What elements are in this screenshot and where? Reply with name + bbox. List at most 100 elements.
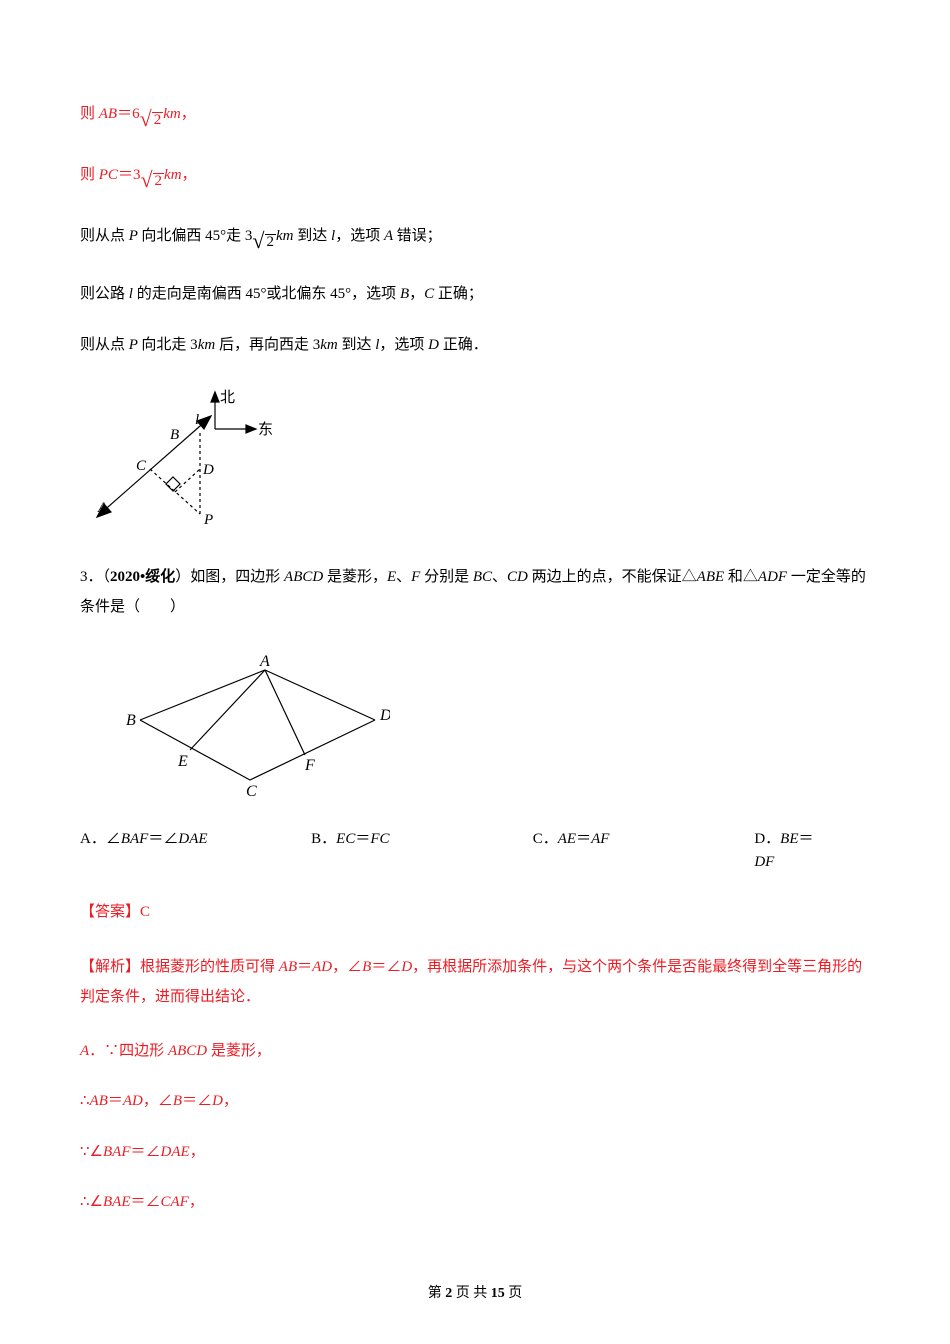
var: BC bbox=[473, 569, 492, 585]
unit: km bbox=[164, 167, 182, 183]
option-c: C．AE＝AF bbox=[533, 828, 755, 873]
var: DAE bbox=[178, 831, 207, 847]
text: 分别是 bbox=[424, 569, 473, 585]
text: 两边上的点，不能保证△ bbox=[532, 569, 697, 585]
text: 是菱形， bbox=[211, 1043, 271, 1059]
diagram-compass: 北 东 A B C D P l bbox=[80, 384, 870, 534]
page-footer: 第 2 页 共 15 页 bbox=[0, 1283, 950, 1304]
text: ，∠ bbox=[332, 959, 362, 975]
var: EC bbox=[336, 831, 355, 847]
option-a: A．∠BAF＝∠DAE bbox=[80, 828, 311, 873]
var: AF bbox=[591, 831, 609, 847]
text: 则公路 bbox=[80, 286, 129, 302]
text: ＝ bbox=[108, 1093, 123, 1109]
answer-line: 【答案】C bbox=[80, 901, 870, 924]
answer-options: A．∠BAF＝∠DAE B．EC＝FC C．AE＝AF D．BE＝DF bbox=[80, 828, 870, 873]
var: AE bbox=[558, 831, 576, 847]
text: ．∵四边形 bbox=[89, 1043, 168, 1059]
text: C． bbox=[533, 831, 558, 847]
text: 正确； bbox=[438, 286, 483, 302]
text: ， bbox=[409, 286, 424, 302]
option-d: D．BE＝DF bbox=[754, 828, 870, 873]
text: 和△ bbox=[728, 569, 758, 585]
question-3: 3．（2020•绥化）如图，四边形 ABCD 是菱形，E、F 分别是 BC、CD… bbox=[80, 562, 870, 622]
var: D bbox=[212, 1093, 223, 1109]
var: l bbox=[129, 286, 137, 302]
text: 页 bbox=[505, 1286, 523, 1301]
line-option-d: 则从点 P 向北走 3km 后，再向西走 3km 到达 l，选项 D 正确． bbox=[80, 334, 870, 357]
var: CAF bbox=[161, 1194, 189, 1210]
unit: km bbox=[198, 337, 219, 353]
proof-a-4: ∴∠BAE＝∠CAF， bbox=[80, 1191, 870, 1214]
page-total: 15 bbox=[491, 1286, 505, 1301]
var: AD bbox=[123, 1093, 143, 1109]
label-l: l bbox=[195, 412, 199, 428]
text: 到达 bbox=[341, 337, 375, 353]
text: 则从点 bbox=[80, 228, 129, 244]
label-F: F bbox=[304, 757, 315, 774]
var: B bbox=[400, 286, 409, 302]
var: BAE bbox=[103, 1194, 131, 1210]
var-ab: AB bbox=[99, 106, 117, 122]
text: ＝∠ bbox=[131, 1194, 161, 1210]
text: 的走向是南偏西 45°或北偏东 45°，选项 bbox=[137, 286, 400, 302]
text: ∴∠ bbox=[80, 1194, 103, 1210]
text: ，选项 bbox=[335, 228, 384, 244]
var: P bbox=[129, 228, 142, 244]
label-east: 东 bbox=[258, 421, 273, 438]
text: 、 bbox=[396, 569, 411, 585]
sqrt-arg: 2 bbox=[265, 234, 277, 250]
text: ， bbox=[189, 1194, 204, 1210]
var: ADF bbox=[758, 569, 791, 585]
text: 到达 bbox=[297, 228, 331, 244]
text: ∵∠ bbox=[80, 1144, 103, 1160]
var: FC bbox=[370, 831, 389, 847]
proof-a-3: ∵∠BAF＝∠DAE， bbox=[80, 1141, 870, 1164]
var: DAE bbox=[161, 1144, 190, 1160]
text: 则 bbox=[80, 167, 99, 183]
sqrt-arg: 2 bbox=[152, 112, 164, 128]
text: 是菱形， bbox=[327, 569, 387, 585]
var: AB bbox=[279, 959, 297, 975]
text: ＝ bbox=[355, 831, 370, 847]
var: C bbox=[424, 286, 438, 302]
text: ， bbox=[181, 106, 196, 122]
solution-label: 【解析】 bbox=[80, 959, 140, 975]
answer-label: 【答案】 bbox=[80, 904, 140, 920]
unit: km bbox=[163, 106, 181, 122]
sqrt: √2 bbox=[140, 161, 164, 194]
solution-para: 【解析】根据菱形的性质可得 AB＝AD，∠B＝∠D，再根据所添加条件，与这个两个… bbox=[80, 952, 870, 1012]
line-ab: 则 AB＝6√2km， bbox=[80, 100, 870, 133]
var: A bbox=[80, 1043, 89, 1059]
text: 页 共 bbox=[452, 1286, 491, 1301]
text: ＝3 bbox=[118, 167, 141, 183]
var: ABCD bbox=[284, 569, 327, 585]
label-E: E bbox=[177, 753, 188, 770]
text: 、 bbox=[492, 569, 507, 585]
unit: km bbox=[320, 337, 341, 353]
var: BAF bbox=[121, 831, 149, 847]
text: 根据菱形的性质可得 bbox=[140, 959, 279, 975]
text: 正确． bbox=[443, 337, 488, 353]
line-option-a: 则从点 P 向北偏西 45°走 3√2km 到达 l，选项 A 错误； bbox=[80, 222, 870, 255]
diagram-rhombus: A B C D E F bbox=[80, 650, 870, 800]
option-b: B．EC＝FC bbox=[311, 828, 533, 873]
var: CD bbox=[507, 569, 532, 585]
text: ）如图，四边形 bbox=[175, 569, 284, 585]
text: 后，再向西走 3 bbox=[219, 337, 320, 353]
label-A: A bbox=[259, 653, 270, 670]
var: P bbox=[129, 337, 142, 353]
var: F bbox=[411, 569, 424, 585]
sqrt-arg: 2 bbox=[153, 173, 165, 189]
text: ， bbox=[182, 167, 197, 183]
var: D bbox=[401, 959, 412, 975]
var: DF bbox=[754, 854, 774, 870]
text: B． bbox=[311, 831, 336, 847]
text: ＝∠ bbox=[131, 1144, 161, 1160]
text: D． bbox=[754, 831, 780, 847]
var: AD bbox=[312, 959, 332, 975]
label-A: A bbox=[97, 500, 108, 516]
text: A．∠ bbox=[80, 831, 121, 847]
var: BE bbox=[780, 831, 798, 847]
text: 向北偏西 45°走 3 bbox=[141, 228, 252, 244]
